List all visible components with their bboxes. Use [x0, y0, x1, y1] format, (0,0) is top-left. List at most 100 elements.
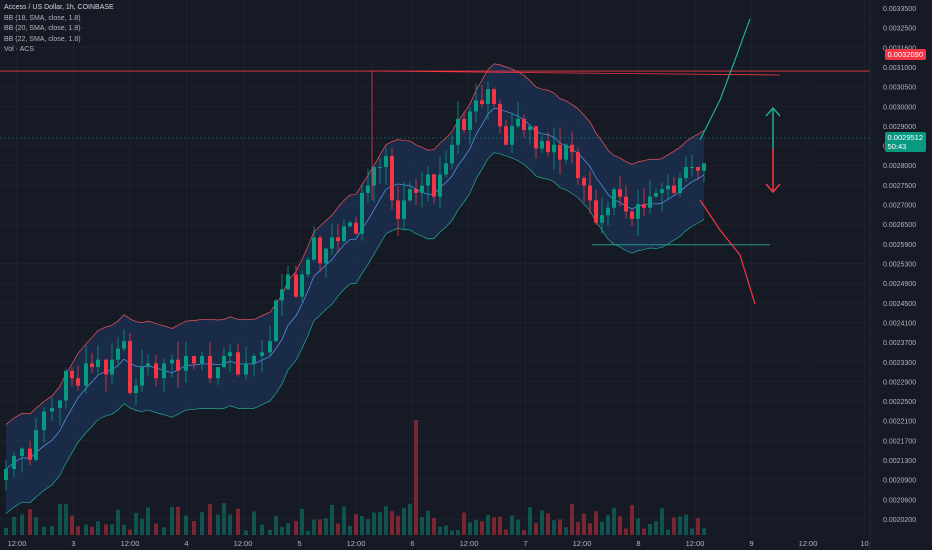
- symbol-title[interactable]: Access / US Dollar, 1h, COINBASE: [4, 4, 114, 11]
- volume-bar: [450, 530, 454, 535]
- candle-body: [34, 430, 38, 460]
- volume-bar: [128, 529, 132, 535]
- volume-bar: [146, 507, 150, 535]
- candle-body: [654, 192, 658, 197]
- candle-body: [558, 144, 562, 160]
- volume-bar: [456, 530, 460, 535]
- candle-body: [268, 341, 272, 353]
- candle-body: [450, 144, 454, 164]
- y-tick-label: 0.0023700: [883, 340, 916, 347]
- y-tick-label: 0.0022900: [883, 379, 916, 386]
- candle-body: [306, 259, 310, 275]
- candle-body: [546, 141, 550, 153]
- candle-body: [170, 359, 174, 364]
- volume-bar: [390, 511, 394, 535]
- volume-bar: [268, 529, 272, 535]
- volume-bar: [510, 515, 514, 535]
- candle-body: [660, 189, 664, 193]
- candle-body: [192, 355, 196, 364]
- volume-bar: [134, 512, 138, 535]
- candle-body: [96, 359, 100, 368]
- grid-lines: [0, 0, 870, 535]
- x-tick-label: 12:00: [8, 539, 27, 548]
- candle-body: [360, 192, 364, 234]
- candle-body: [134, 385, 138, 394]
- volume-bar: [354, 514, 358, 535]
- candle-body: [486, 89, 490, 105]
- x-tick-label: 12:00: [686, 539, 705, 548]
- candle-body: [480, 100, 484, 105]
- volume-bar: [612, 507, 616, 535]
- volume-bar: [274, 515, 278, 535]
- candle-body: [426, 174, 430, 186]
- candle-body: [678, 178, 682, 193]
- candle-body: [200, 355, 204, 364]
- volume-bars: [4, 420, 706, 535]
- candle-body: [154, 363, 158, 379]
- volume-bar: [200, 511, 204, 535]
- volume-bar: [516, 519, 520, 535]
- candle-body: [528, 126, 532, 130]
- candle-body: [84, 363, 88, 386]
- bb-indicator-3[interactable]: BB (22, SMA, close, 1.8): [4, 35, 81, 43]
- y-tick-label: 0.0033500: [883, 6, 916, 13]
- candle-body: [606, 207, 610, 216]
- volume-bar: [426, 510, 430, 535]
- candle-body: [372, 167, 376, 186]
- bb-indicator-1[interactable]: BB (18, SMA, close, 1.8): [4, 14, 81, 22]
- x-tick-label: 12:00: [234, 539, 253, 548]
- volume-bar: [336, 523, 340, 535]
- volume-bar: [468, 522, 472, 535]
- volume-bar: [260, 524, 264, 535]
- volume-bar: [76, 526, 80, 535]
- volume-bar: [684, 514, 688, 535]
- volume-bar: [648, 524, 652, 535]
- candle-body: [208, 355, 212, 379]
- candle-body: [570, 144, 574, 153]
- volume-bar: [184, 515, 188, 535]
- volume-bar: [34, 517, 38, 535]
- volume-bar: [540, 510, 544, 535]
- candle-body: [396, 200, 400, 219]
- volume-bar: [28, 509, 32, 535]
- bb-indicator-2[interactable]: BB (20, SMA, close, 1.8): [4, 25, 81, 32]
- candle-body: [286, 274, 290, 290]
- candle-body: [146, 363, 150, 368]
- candle-body: [492, 89, 496, 105]
- arrow-up-head: [765, 106, 781, 117]
- candle-body: [42, 411, 46, 431]
- volume-bar: [216, 514, 220, 535]
- volume-bar: [306, 530, 310, 535]
- candle-body: [116, 348, 120, 360]
- volume-bar: [70, 515, 74, 535]
- candle-body: [280, 289, 284, 301]
- y-tick-label: 0.0025900: [883, 242, 916, 249]
- volume-indicator[interactable]: Vol · ACS: [4, 46, 34, 53]
- candle-body: [300, 274, 304, 297]
- y-tick-label: 0.0020200: [883, 517, 916, 524]
- volume-bar: [176, 506, 180, 535]
- candle-body: [70, 370, 74, 379]
- candle-body: [402, 200, 406, 219]
- volume-bar: [696, 518, 700, 535]
- x-tick-label: 12:00: [347, 539, 366, 548]
- indicator-legend: Access / US Dollar, 1h, COINBASE BB (18,…: [4, 3, 114, 56]
- volume-bar: [280, 526, 284, 535]
- volume-bar: [690, 528, 694, 535]
- candle-body: [28, 448, 32, 460]
- candle-body: [90, 363, 94, 368]
- candle-body: [128, 341, 132, 394]
- volume-bar: [4, 527, 8, 535]
- y-tick-label: 0.0021300: [883, 458, 916, 465]
- projection-up-path: [699, 18, 751, 141]
- volume-bar: [58, 503, 62, 535]
- volume-bar: [20, 514, 24, 535]
- volume-bar: [624, 528, 628, 535]
- volume-bar: [594, 511, 598, 535]
- x-axis: 12:00 3 12:00 4 12:00 5 12:00 6 12:00 7 12:00 8 12:0…: [8, 539, 869, 548]
- x-tick-label: 12:00: [121, 539, 140, 548]
- y-tick-label: 0.0024100: [883, 320, 916, 327]
- candle-body: [236, 352, 240, 375]
